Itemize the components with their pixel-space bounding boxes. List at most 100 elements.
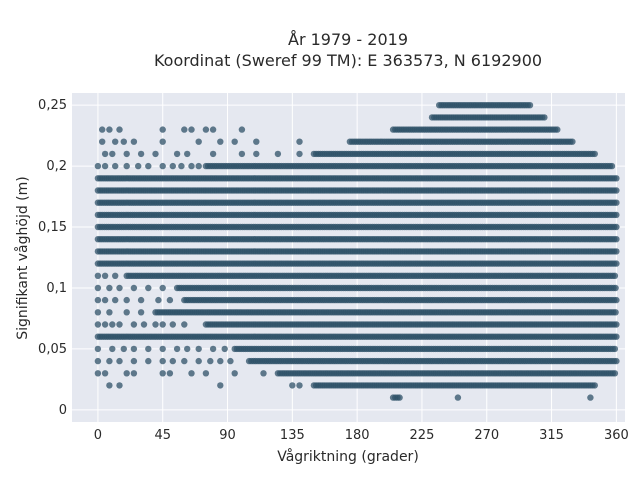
data-point xyxy=(159,126,166,133)
data-point xyxy=(159,370,166,377)
data-point xyxy=(188,126,195,133)
data-point xyxy=(613,175,620,182)
data-point xyxy=(195,162,202,170)
x-tick-label: 135 xyxy=(280,428,305,443)
data-point xyxy=(130,357,138,365)
data-point xyxy=(169,162,176,170)
data-point xyxy=(613,321,620,328)
y-axis-label: Signifikant våghöjd (m) xyxy=(14,176,31,339)
data-point xyxy=(94,272,102,279)
data-point xyxy=(169,321,176,328)
data-point xyxy=(613,260,620,267)
data-point xyxy=(202,126,210,133)
data-point xyxy=(106,309,113,316)
data-point xyxy=(253,138,260,145)
data-point xyxy=(130,321,138,328)
data-point xyxy=(209,126,217,133)
data-point xyxy=(613,223,620,231)
data-point xyxy=(238,150,246,158)
y-tick-label: 0,2 xyxy=(46,159,67,174)
data-point xyxy=(260,370,267,377)
chart-title-line2: Koordinat (Sweref 99 TM): E 363573, N 61… xyxy=(154,51,542,70)
data-point xyxy=(109,150,116,158)
x-tick-label: 360 xyxy=(604,428,629,443)
data-point xyxy=(166,296,174,304)
plot-background xyxy=(72,93,625,422)
chart-title-line1: År 1979 - 2019 xyxy=(288,30,408,49)
y-tick-label: 0 xyxy=(59,403,67,418)
data-point xyxy=(587,394,594,401)
y-tick-label: 0,25 xyxy=(38,98,67,113)
data-point xyxy=(591,150,598,158)
data-point xyxy=(454,394,462,401)
data-point xyxy=(195,357,202,365)
x-axis-ticks: 0 45 90 135 180 225 270 315 360 xyxy=(94,428,629,443)
data-point xyxy=(109,321,116,328)
data-point xyxy=(209,150,217,158)
data-point xyxy=(106,382,113,389)
data-point xyxy=(613,236,620,243)
y-tick-label: 0,05 xyxy=(38,342,67,357)
data-point xyxy=(99,126,106,133)
data-point xyxy=(569,138,576,145)
data-point xyxy=(274,150,282,158)
data-point xyxy=(184,345,191,353)
data-point xyxy=(613,357,620,365)
data-point xyxy=(123,309,130,316)
data-point xyxy=(94,284,102,292)
data-point xyxy=(130,138,138,145)
data-point xyxy=(145,345,152,353)
data-point xyxy=(123,370,130,377)
data-point xyxy=(613,296,620,304)
data-point xyxy=(123,296,130,304)
data-point xyxy=(217,357,224,365)
data-point xyxy=(611,370,619,377)
data-point xyxy=(94,296,102,304)
data-point xyxy=(120,345,128,353)
data-point xyxy=(145,162,152,170)
data-point xyxy=(169,357,176,365)
data-point xyxy=(152,321,159,328)
data-point xyxy=(116,357,123,365)
x-tick-label: 315 xyxy=(539,428,564,443)
data-point xyxy=(613,333,620,340)
data-point xyxy=(541,114,548,121)
x-axis-label: Vågriktning (grader) xyxy=(277,448,419,465)
data-point xyxy=(238,126,246,133)
data-point xyxy=(209,345,217,353)
data-point xyxy=(112,272,119,279)
data-point xyxy=(173,150,181,158)
data-point xyxy=(613,248,620,255)
data-point xyxy=(112,162,119,170)
data-point xyxy=(227,357,234,365)
data-point xyxy=(94,345,102,353)
data-point xyxy=(140,321,148,328)
data-point xyxy=(396,394,403,401)
data-point xyxy=(195,345,202,353)
data-point xyxy=(591,382,598,389)
data-point xyxy=(166,370,174,377)
data-point xyxy=(159,345,166,353)
data-point xyxy=(101,272,109,279)
data-point xyxy=(145,284,152,292)
data-point xyxy=(101,296,109,304)
data-point xyxy=(123,150,130,158)
data-point xyxy=(101,162,109,170)
data-point xyxy=(289,382,296,389)
data-point xyxy=(130,284,138,292)
y-tick-label: 0,1 xyxy=(46,281,67,296)
x-tick-label: 225 xyxy=(410,428,435,443)
data-point xyxy=(178,162,185,170)
x-tick-label: 90 xyxy=(219,428,236,443)
data-point xyxy=(181,321,188,328)
data-point xyxy=(611,345,619,353)
data-point xyxy=(109,345,116,353)
data-point xyxy=(613,211,620,219)
data-point xyxy=(94,370,102,377)
data-point xyxy=(612,284,619,292)
data-point xyxy=(181,126,188,133)
data-point xyxy=(181,357,188,365)
data-point xyxy=(94,309,102,316)
data-point xyxy=(94,357,102,365)
